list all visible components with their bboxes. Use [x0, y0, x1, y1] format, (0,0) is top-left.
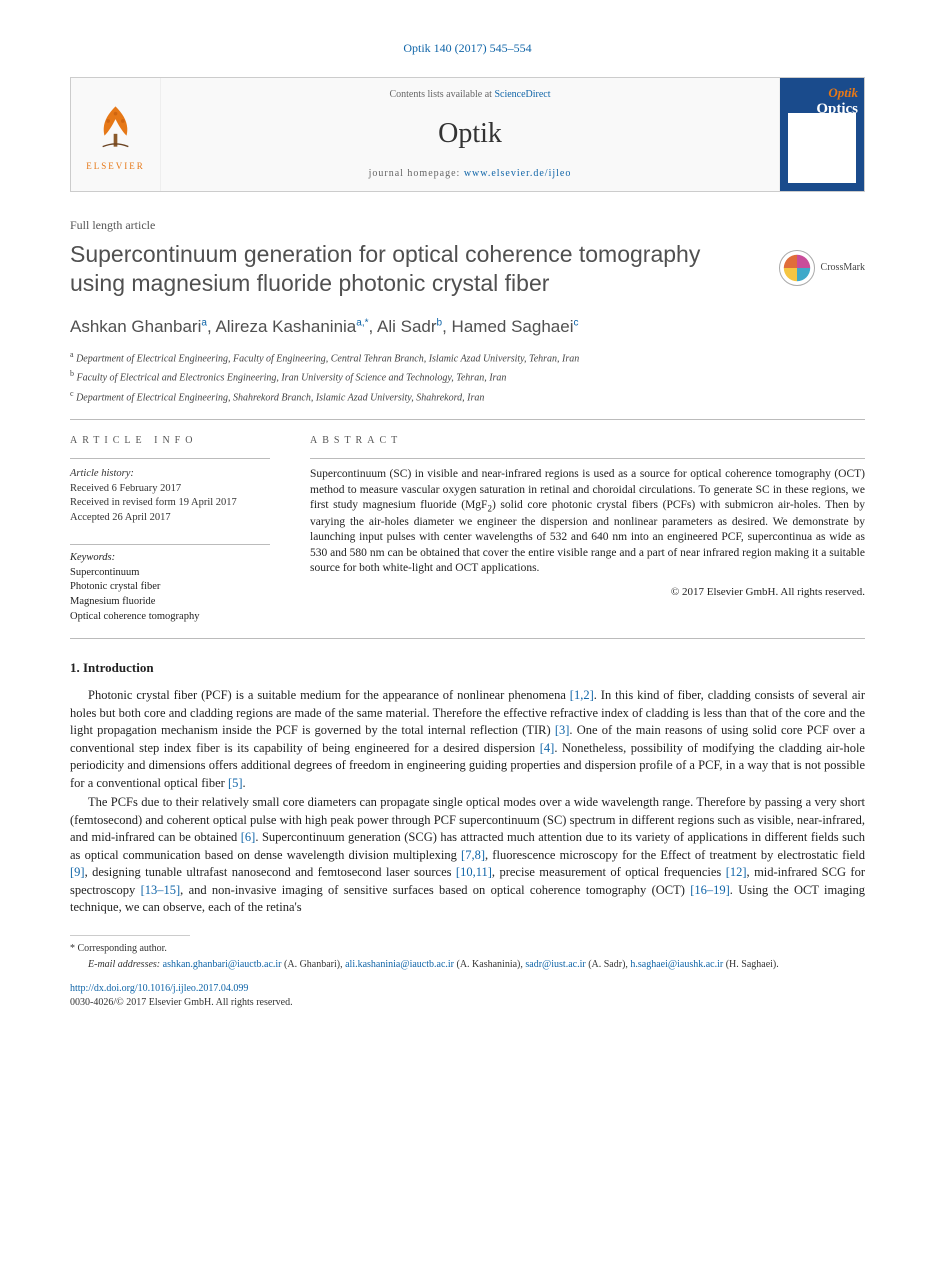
- keywords-header: Keywords:: [70, 544, 270, 566]
- authors: Ashkan Ghanbaria, Alireza Kashaniniaa,*,…: [70, 315, 865, 339]
- affiliation-a: a Department of Electrical Engineering, …: [70, 349, 865, 366]
- article-title: Supercontinuum generation for optical co…: [70, 240, 759, 298]
- doi-line: http://dx.doi.org/10.1016/j.ijleo.2017.0…: [70, 982, 865, 996]
- abstract-copyright: © 2017 Elsevier GmbH. All rights reserve…: [310, 585, 865, 600]
- article-info-column: ARTICLE INFO Article history: Received 6…: [70, 434, 270, 624]
- introduction-heading: 1. Introduction: [70, 659, 865, 677]
- contents-prefix: Contents lists available at: [389, 89, 494, 100]
- crossmark-label: CrossMark: [821, 261, 865, 275]
- abstract-sep: [310, 458, 865, 459]
- history-revised: Received in revised form 19 April 2017: [70, 496, 270, 511]
- issn-copyright: 0030-4026/© 2017 Elsevier GmbH. All righ…: [70, 996, 865, 1010]
- info-abstract-row: ARTICLE INFO Article history: Received 6…: [70, 434, 865, 624]
- keyword-item: Optical coherence tomography: [70, 610, 270, 625]
- body-paragraph: Photonic crystal fiber (PCF) is a suitab…: [70, 687, 865, 792]
- body-paragraph: The PCFs due to their relatively small c…: [70, 794, 865, 917]
- publisher-logo[interactable]: ELSEVIER: [71, 78, 161, 191]
- contents-line: Contents lists available at ScienceDirec…: [181, 88, 759, 102]
- email-link[interactable]: ali.kashaninia@iauctb.ac.ir: [345, 959, 454, 970]
- separator: [70, 419, 865, 420]
- email-link[interactable]: ashkan.ghanbari@iauctb.ac.ir: [163, 959, 282, 970]
- corresponding-note: * Corresponding author.: [70, 942, 865, 956]
- article-type: Full length article: [70, 217, 865, 234]
- info-sep: [70, 458, 270, 459]
- corresponding-label: Corresponding author.: [78, 943, 167, 954]
- cover-page-preview: [788, 113, 856, 183]
- history-accepted: Accepted 26 April 2017: [70, 511, 270, 526]
- abstract-label: ABSTRACT: [310, 434, 865, 448]
- journal-name: Optik: [181, 114, 759, 153]
- citation-line[interactable]: Optik 140 (2017) 545–554: [70, 40, 865, 57]
- keyword-item: Magnesium fluoride: [70, 595, 270, 610]
- footnote-rule: [70, 935, 190, 936]
- title-row: Supercontinuum generation for optical co…: [70, 240, 865, 298]
- affiliation-c: c Department of Electrical Engineering, …: [70, 388, 865, 405]
- keywords-block: Keywords: SupercontinuumPhotonic crystal…: [70, 544, 270, 624]
- elsevier-tree-icon: [86, 97, 146, 157]
- journal-cover-thumb[interactable]: Optik Optics: [779, 78, 864, 191]
- keyword-item: Supercontinuum: [70, 566, 270, 581]
- crossmark-icon: [779, 250, 815, 286]
- history-header: Article history:: [70, 467, 270, 482]
- homepage-link[interactable]: www.elsevier.de/ijleo: [464, 168, 572, 179]
- keywords-list: SupercontinuumPhotonic crystal fiberMagn…: [70, 566, 270, 625]
- article-history: Article history: Received 6 February 201…: [70, 467, 270, 526]
- sciencedirect-link[interactable]: ScienceDirect: [494, 89, 550, 100]
- keyword-item: Photonic crystal fiber: [70, 580, 270, 595]
- email-line: E-mail addresses: ashkan.ghanbari@iauctb…: [70, 958, 865, 972]
- affiliations: a Department of Electrical Engineering, …: [70, 349, 865, 405]
- crossmark-badge[interactable]: CrossMark: [779, 250, 865, 286]
- email-link[interactable]: h.saghaei@iaushk.ac.ir: [630, 959, 723, 970]
- homepage-prefix: journal homepage:: [369, 168, 464, 179]
- abstract-column: ABSTRACT Supercontinuum (SC) in visible …: [310, 434, 865, 624]
- journal-homepage-line: journal homepage: www.elsevier.de/ijleo: [181, 167, 759, 181]
- email-link[interactable]: sadr@iust.ac.ir: [525, 959, 585, 970]
- info-label: ARTICLE INFO: [70, 434, 270, 448]
- history-received: Received 6 February 2017: [70, 482, 270, 497]
- body-text: Photonic crystal fiber (PCF) is a suitab…: [70, 687, 865, 917]
- header-center: Contents lists available at ScienceDirec…: [161, 78, 779, 191]
- affiliation-b: b Faculty of Electrical and Electronics …: [70, 368, 865, 385]
- separator: [70, 638, 865, 639]
- abstract-text: Supercontinuum (SC) in visible and near-…: [310, 467, 865, 577]
- elsevier-name: ELSEVIER: [86, 160, 145, 173]
- journal-header: ELSEVIER Contents lists available at Sci…: [70, 77, 865, 192]
- doi-link[interactable]: http://dx.doi.org/10.1016/j.ijleo.2017.0…: [70, 983, 248, 994]
- emails-label: E-mail addresses:: [88, 959, 160, 970]
